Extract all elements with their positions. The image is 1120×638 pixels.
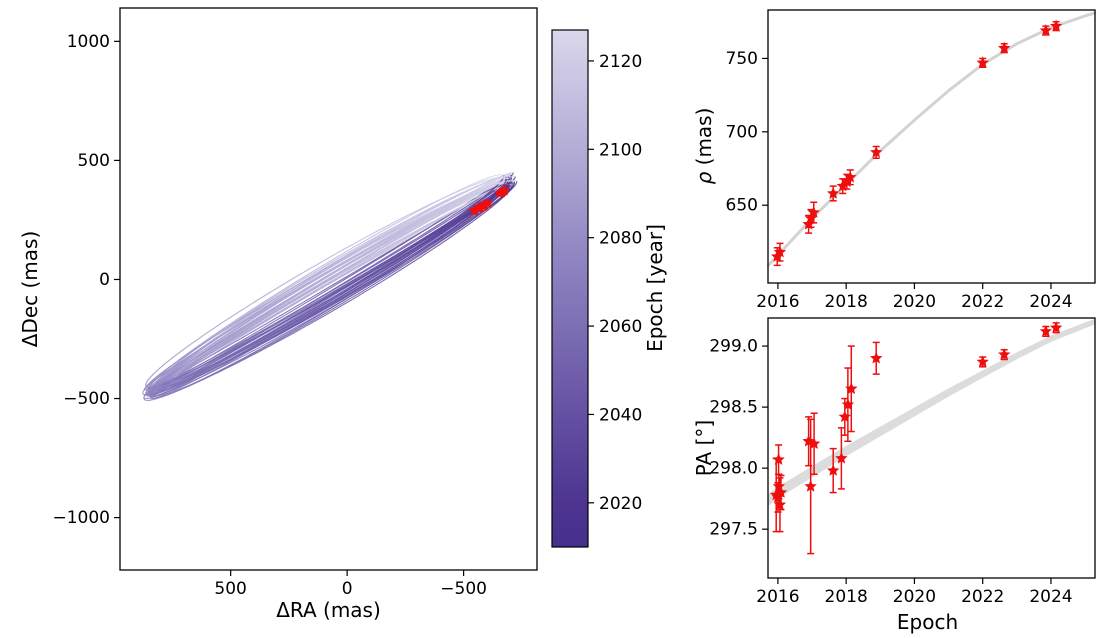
y-tick-label: −1000 bbox=[52, 508, 110, 528]
x-tick-label: 2020 bbox=[893, 587, 936, 607]
y-tick-label: −500 bbox=[63, 389, 110, 409]
x-tick-label: 2024 bbox=[1029, 292, 1072, 312]
y-tick-label: 299.0 bbox=[710, 337, 758, 357]
colorbar-label: Epoch [year] bbox=[643, 224, 667, 352]
orbit-panel: 500 0 −500 −1000 −500 0 500 1000 bbox=[52, 7, 538, 599]
y-tick-label: 0 bbox=[99, 270, 110, 290]
rho-model-curve bbox=[766, 11, 1097, 267]
colorbar-tick-label: 2100 bbox=[599, 140, 642, 160]
y-axis-ticks: −1000 −500 0 500 1000 bbox=[52, 32, 120, 528]
x-tick-label: 2016 bbox=[756, 292, 799, 312]
rho-data-star bbox=[998, 41, 1011, 54]
y-tick-label: 650 bbox=[726, 196, 758, 216]
pa-data-star bbox=[845, 382, 858, 395]
y-tick-label: 298.5 bbox=[710, 398, 758, 418]
rho-data-star bbox=[870, 145, 883, 158]
orbit-family bbox=[142, 171, 518, 401]
x-tick-label: 500 bbox=[214, 579, 246, 599]
separation-and-pa-panels: 2016 2018 2020 2022 2024 650 700 750 2016 2018 202… bbox=[710, 9, 1097, 607]
rho-data-star bbox=[976, 56, 989, 69]
pa-data-star bbox=[1039, 324, 1052, 337]
observed-position-star bbox=[469, 204, 481, 215]
rho-error-bars bbox=[773, 20, 1060, 267]
pa-data-star bbox=[774, 486, 788, 498]
pa-data-star bbox=[773, 498, 787, 510]
y-tick-label: 500 bbox=[78, 151, 110, 171]
rho-symbol: ρ bbox=[692, 171, 716, 185]
y-axis-ticks: 650 700 750 bbox=[726, 49, 768, 216]
x-tick-label: 0 bbox=[342, 579, 353, 599]
y-tick-label: 700 bbox=[726, 122, 758, 142]
epoch-x-axis-label: Epoch bbox=[896, 610, 959, 634]
colorbar-ticks: 2020 2040 2060 2080 2100 2120 bbox=[588, 52, 642, 514]
colorbar-panel: 2020 2040 2060 2080 2100 2120 bbox=[551, 29, 642, 548]
x-tick-label: 2016 bbox=[756, 587, 799, 607]
observed-position-star bbox=[498, 183, 511, 195]
x-tick-label: 2022 bbox=[961, 292, 1004, 312]
pa-data-star bbox=[807, 437, 821, 449]
pa-data-star bbox=[835, 451, 848, 464]
pa-data-star bbox=[841, 398, 855, 410]
y-tick-label: 298.0 bbox=[710, 459, 758, 479]
x-axis-ticks: 2016 2018 2020 2022 2024 bbox=[756, 578, 1073, 607]
pa-data-star bbox=[804, 480, 817, 492]
x-tick-label: 2018 bbox=[825, 587, 868, 607]
axes-frame bbox=[767, 317, 1096, 579]
rho-data-star bbox=[827, 187, 840, 199]
colorbar-tick-label: 2080 bbox=[599, 229, 642, 249]
observed-position-star bbox=[482, 197, 494, 209]
axes-frame bbox=[767, 9, 1096, 284]
observed-positions bbox=[468, 183, 511, 216]
pa-data-star bbox=[838, 410, 851, 423]
colorbar-frame bbox=[551, 29, 589, 548]
rho-data-points bbox=[771, 19, 1063, 262]
y-tick-label: 1000 bbox=[67, 32, 110, 52]
y-tick-label: 297.5 bbox=[710, 520, 758, 540]
x-tick-label: 2018 bbox=[825, 292, 868, 312]
rho-y-axis-label: ρ (mas) bbox=[692, 108, 716, 185]
orbit-y-axis-label: ΔDec (mas) bbox=[18, 230, 42, 348]
pa-data-points bbox=[770, 321, 1063, 510]
colorbar-gradient bbox=[552, 30, 588, 547]
pa-model-band bbox=[768, 318, 1095, 506]
colorbar-tick-label: 2020 bbox=[599, 494, 642, 514]
pa-data-star bbox=[998, 348, 1011, 360]
rho-unit: (mas) bbox=[692, 107, 716, 172]
x-tick-label: 2020 bbox=[893, 292, 936, 312]
pa-y-axis-label: PA [°] bbox=[692, 419, 716, 477]
x-tick-label: 2022 bbox=[961, 587, 1004, 607]
x-tick-label: −500 bbox=[440, 579, 487, 599]
colorbar-tick-label: 2060 bbox=[599, 317, 642, 337]
x-axis-ticks: 500 0 −500 bbox=[214, 570, 487, 599]
rho-data-star bbox=[804, 211, 818, 224]
pa-data-star bbox=[870, 351, 883, 364]
colorbar-tick-label: 2120 bbox=[599, 52, 642, 72]
pa-data-star bbox=[772, 453, 785, 465]
rho-data-star bbox=[1039, 24, 1052, 36]
pa-data-star bbox=[976, 355, 989, 368]
rho-data-star bbox=[802, 217, 815, 230]
y-tick-label: 750 bbox=[726, 49, 758, 69]
rho-data-star bbox=[844, 170, 857, 183]
rho-data-star bbox=[773, 245, 787, 258]
y-axis-ticks: 297.5 298.0 298.5 299.0 bbox=[710, 337, 768, 540]
observed-position-star bbox=[479, 198, 491, 210]
pa-data-star bbox=[827, 464, 840, 476]
orbit-x-axis-label: ΔRA (mas) bbox=[276, 598, 381, 622]
rho-data-star bbox=[836, 179, 849, 192]
colorbar-tick-label: 2040 bbox=[599, 405, 642, 425]
axes-frame bbox=[119, 7, 538, 571]
pa-data-star bbox=[1049, 321, 1063, 333]
rho-data-star bbox=[1049, 19, 1063, 32]
rho-data-star bbox=[807, 206, 820, 218]
x-tick-label: 2024 bbox=[1029, 587, 1072, 607]
x-axis-ticks: 2016 2018 2020 2022 2024 bbox=[756, 283, 1073, 312]
